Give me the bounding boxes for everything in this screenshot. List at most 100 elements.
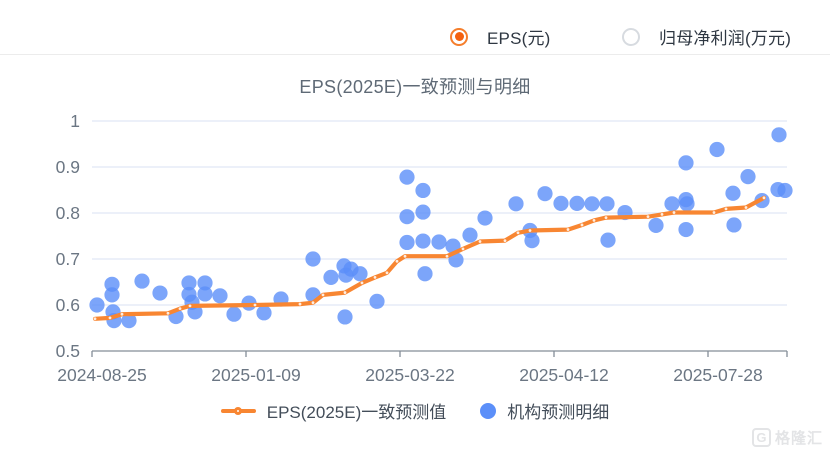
y-axis-label: 0.6: [56, 295, 80, 315]
scatter-point[interactable]: [537, 186, 553, 202]
legend-item-consensus-line[interactable]: EPS(2025E)一致预测值: [220, 398, 447, 423]
scatter-point[interactable]: [399, 209, 415, 225]
scatter-point[interactable]: [524, 233, 540, 249]
radio-net-profit-label[interactable]: 归母净利润(万元): [659, 29, 792, 48]
scatter-point[interactable]: [197, 286, 213, 302]
line-point-marker: [604, 216, 608, 220]
legend-item-scatter[interactable]: 机构预测明细: [480, 398, 609, 423]
radio-selected-icon[interactable]: [450, 27, 468, 46]
y-axis-label: 0.9: [56, 157, 80, 177]
line-point-marker: [672, 211, 676, 214]
scatter-point[interactable]: [337, 309, 353, 325]
scatter-point[interactable]: [104, 287, 120, 303]
radio-eps-label[interactable]: EPS(元): [487, 29, 551, 48]
scatter-point[interactable]: [89, 297, 105, 313]
gelonghui-icon: G: [751, 428, 771, 447]
y-axis-label: 0.5: [56, 341, 80, 361]
scatter-point[interactable]: [399, 234, 415, 251]
scatter-point[interactable]: [725, 185, 741, 201]
scatter-point[interactable]: [678, 221, 694, 238]
scatter-point[interactable]: [678, 155, 694, 171]
scatter-point[interactable]: [187, 304, 203, 320]
line-point-marker: [395, 259, 399, 263]
scatter-point[interactable]: [664, 196, 680, 212]
scatter-point[interactable]: [569, 195, 585, 211]
scatter-point[interactable]: [305, 251, 321, 267]
line-point-marker: [478, 240, 482, 243]
line-point-marker: [253, 303, 257, 307]
legend-consensus-label: EPS(2025E)一致预测值: [266, 403, 447, 422]
scatter-point[interactable]: [352, 266, 368, 282]
scatter-point[interactable]: [679, 196, 695, 212]
scatter-point[interactable]: [553, 195, 569, 211]
scatter-point[interactable]: [584, 196, 600, 212]
scatter-point[interactable]: [212, 288, 228, 304]
scatter-point[interactable]: [323, 269, 339, 285]
scatter-point[interactable]: [134, 273, 150, 289]
legend-scatter-label: 机构预测明细: [507, 403, 610, 422]
x-axis-label: 2025-04-12: [519, 365, 609, 385]
y-axis-label: 0.8: [56, 203, 80, 223]
line-point-marker: [385, 271, 389, 275]
y-axis-label: 1: [70, 111, 80, 131]
line-point-marker: [373, 276, 377, 279]
line-point-marker: [321, 293, 325, 297]
scatter-point[interactable]: [648, 217, 664, 234]
chart-title: EPS(2025E)一致预测与明细: [299, 77, 531, 97]
scatter-point[interactable]: [771, 127, 787, 143]
x-axis-label: 2024-08-25: [57, 365, 147, 385]
scatter-point[interactable]: [508, 196, 524, 212]
x-axis-label: 2025-07-28: [673, 365, 763, 385]
line-point-marker: [445, 254, 449, 258]
y-axis-label: 0.7: [56, 249, 80, 269]
line-point-marker: [712, 211, 716, 214]
line-point-marker: [566, 228, 570, 231]
radio-unselected-icon[interactable]: [622, 27, 640, 46]
chart-plot-area[interactable]: 1 0.9 0.8 0.7 0.6 0.5 2024-08-25 2025-01-09 2025…: [0, 0, 830, 395]
watermark-text: 格隆汇: [774, 430, 823, 447]
scatter-point[interactable]: [399, 169, 415, 185]
scatter-point[interactable]: [726, 217, 742, 233]
scatter-point[interactable]: [600, 232, 616, 248]
scatter-point[interactable]: [104, 276, 120, 292]
scatter-point[interactable]: [417, 266, 433, 282]
scatter-point[interactable]: [740, 169, 756, 185]
scatter-point[interactable]: [431, 234, 447, 250]
radio-eps[interactable]: EPS(元): [450, 24, 551, 49]
line-point-marker: [120, 312, 124, 316]
line-point-marker: [528, 229, 532, 232]
line-point-marker: [516, 231, 520, 235]
line-point-marker: [166, 311, 170, 315]
scatter-point[interactable]: [415, 204, 431, 220]
scatter-point[interactable]: [777, 182, 793, 199]
scatter-point[interactable]: [415, 233, 431, 249]
line-point-marker: [580, 223, 584, 227]
scatter-point[interactable]: [477, 210, 493, 226]
line-point-marker: [343, 291, 347, 294]
x-axis-label: 2025-03-22: [365, 365, 455, 385]
scatter-point[interactable]: [256, 305, 272, 321]
line-point-marker: [178, 307, 182, 311]
line-point-marker: [311, 301, 315, 305]
line-point-marker: [93, 317, 97, 321]
x-axis-label: 2025-01-09: [211, 365, 301, 385]
scatter-point[interactable]: [462, 227, 478, 243]
line-point-marker: [503, 239, 507, 243]
scatter-point[interactable]: [709, 141, 725, 158]
scatter-point[interactable]: [121, 313, 137, 329]
scatter-point[interactable]: [226, 306, 242, 322]
scatter-point[interactable]: [599, 196, 615, 212]
line-point-marker: [660, 212, 664, 216]
scatter-point[interactable]: [181, 275, 197, 291]
line-point-marker: [646, 215, 650, 219]
line-point-marker: [298, 302, 302, 306]
line-marker-icon: [220, 406, 256, 415]
scatter-point[interactable]: [197, 275, 213, 291]
scatter-point[interactable]: [415, 182, 431, 199]
radio-net-profit[interactable]: 归母净利润(万元): [622, 24, 791, 49]
watermark-logo: G 格隆汇: [751, 427, 823, 448]
line-point-marker: [188, 304, 192, 308]
scatter-point[interactable]: [369, 293, 385, 309]
scatter-point[interactable]: [152, 285, 168, 301]
line-point-marker: [744, 206, 748, 209]
